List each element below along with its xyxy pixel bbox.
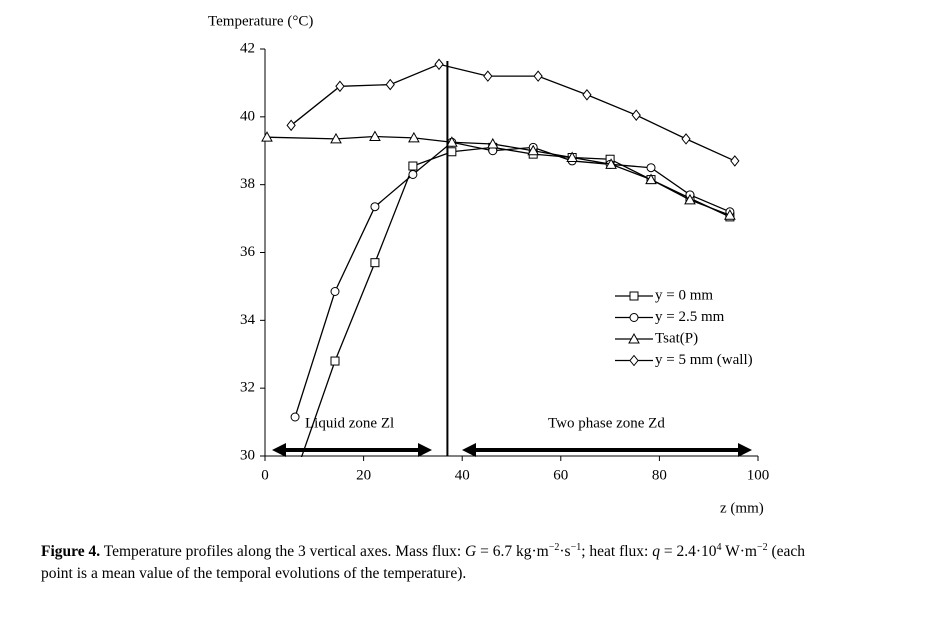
marker	[296, 459, 304, 467]
caption-text: ·s	[559, 543, 571, 561]
y-tick-label: 32	[240, 380, 255, 396]
y-tick-label: 30	[240, 447, 255, 463]
series-line	[266, 135, 731, 216]
caption-text: W·m	[721, 543, 757, 561]
caption-text: ; heat flux:	[581, 543, 653, 561]
arrow-head	[738, 443, 752, 457]
marker	[385, 78, 395, 91]
caption: Figure 4. Temperature profiles along the…	[41, 537, 940, 585]
marker	[533, 70, 543, 82]
marker	[330, 356, 340, 366]
marker	[486, 137, 499, 149]
marker	[290, 412, 300, 422]
legend-label: y = 0 mm	[655, 287, 713, 303]
marker	[408, 131, 420, 143]
marker	[408, 169, 418, 179]
arrow-head	[462, 443, 476, 457]
marker	[370, 202, 380, 212]
caption-label: Figure 4.	[41, 543, 101, 561]
arrow-head	[272, 443, 286, 457]
y-tick-label: 36	[240, 244, 256, 260]
x-tick-label: 0	[261, 467, 269, 483]
x-tick-label: 40	[455, 467, 470, 483]
marker	[605, 158, 617, 169]
caption-text: = 2.4·10	[659, 543, 717, 561]
caption-text: point is a mean value of the temporal ev…	[41, 565, 467, 583]
legend-marker	[629, 313, 639, 322]
x-axis-label: z (mm)	[720, 500, 764, 516]
y-tick-label: 40	[240, 108, 255, 124]
marker	[286, 119, 296, 132]
marker	[330, 287, 340, 297]
marker	[631, 109, 641, 121]
marker	[335, 80, 345, 93]
caption-text: −2	[756, 542, 768, 553]
caption-text: −1	[570, 542, 582, 553]
marker	[566, 151, 578, 163]
arrow-head	[418, 443, 432, 457]
caption-text: = 6.7 kg·m	[476, 543, 549, 561]
series-line	[290, 63, 736, 162]
marker	[447, 147, 457, 157]
marker	[582, 88, 592, 101]
marker	[684, 193, 696, 205]
legend-label: Tsat(P)	[655, 330, 698, 346]
y-tick-label: 38	[240, 176, 255, 192]
plot-area	[261, 58, 740, 467]
marker	[527, 144, 540, 156]
marker	[730, 155, 740, 167]
legend-marker	[629, 291, 639, 301]
marker	[370, 258, 380, 268]
marker	[681, 133, 691, 145]
caption-text: −2	[548, 542, 560, 553]
legend-marker	[628, 332, 640, 344]
marker	[330, 132, 342, 144]
legend-label: y = 5 mm (wall)	[655, 352, 753, 368]
legend-label: y = 2.5 mm	[655, 309, 725, 325]
series-line	[294, 141, 731, 418]
x-tick-label: 60	[553, 467, 568, 483]
marker	[434, 58, 444, 71]
legend-marker	[629, 354, 639, 367]
chart: Temperature (°C) z (mm) 30 32 34 36 38 40 42 0 2…	[208, 13, 770, 516]
marker	[261, 131, 273, 142]
marker	[445, 136, 458, 147]
y-tick-label: 34	[240, 312, 256, 328]
x-tick-label: 80	[652, 467, 667, 483]
marker	[724, 209, 736, 220]
marker	[645, 173, 657, 185]
caption-text: G	[465, 543, 477, 561]
caption-text: 4	[716, 542, 722, 553]
x-tick-label: 20	[356, 467, 371, 483]
y-tick-label: 42	[240, 40, 255, 56]
caption-text: q	[652, 543, 660, 561]
marker	[369, 130, 381, 142]
caption-text: Temperature profiles along the 3 vertica…	[100, 543, 466, 561]
marker	[646, 163, 656, 173]
y-axis-label: Temperature (°C)	[208, 13, 313, 29]
x-tick-label: 100	[747, 467, 770, 483]
caption-text: (each	[767, 543, 806, 561]
marker	[483, 70, 493, 82]
annotation: Two phase zone Zd	[548, 415, 665, 431]
marker	[408, 161, 418, 171]
annotation: Liquid zone Zl	[305, 415, 394, 431]
